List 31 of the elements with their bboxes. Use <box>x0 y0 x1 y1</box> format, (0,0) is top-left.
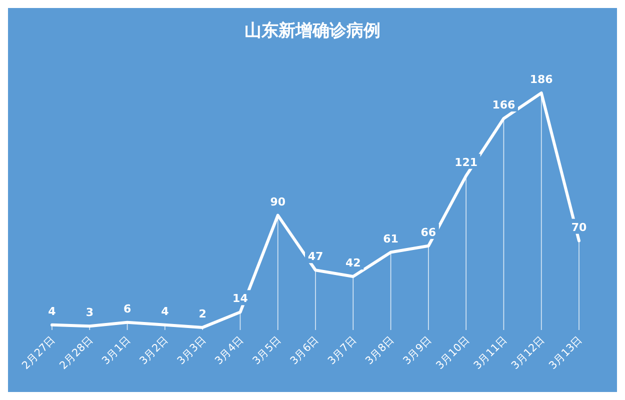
x-tick-label: 3月9日 <box>401 334 435 368</box>
x-tick-label: 2月27日 <box>20 334 58 372</box>
x-tick-label: 3月1日 <box>100 334 134 368</box>
data-label: 4 <box>48 304 56 318</box>
data-label: 186 <box>530 73 554 86</box>
data-label: 90 <box>270 195 286 208</box>
x-tick-label: 3月12日 <box>509 334 548 372</box>
x-tick-label: 3月10日 <box>434 334 472 372</box>
data-label: 6 <box>123 302 132 316</box>
x-tick-label: 3月4日 <box>212 334 246 368</box>
data-label: 166 <box>492 98 516 112</box>
x-tick-label: 3月11日 <box>472 334 510 372</box>
x-tick-label: 3月8日 <box>363 334 397 368</box>
data-label: 4 <box>161 304 170 318</box>
data-label: 66 <box>420 226 436 239</box>
x-tick-label: 3月5日 <box>250 334 284 368</box>
data-label: 2 <box>198 307 206 320</box>
x-tick-label: 3月7日 <box>326 334 360 368</box>
data-label: 42 <box>345 256 361 270</box>
chart-title: 山东新增确诊病例 <box>244 21 380 41</box>
data-label: 121 <box>454 156 478 169</box>
data-label: 47 <box>308 250 324 264</box>
data-label: 61 <box>383 232 398 246</box>
data-label: 3 <box>86 306 94 320</box>
data-label: 14 <box>232 292 248 306</box>
x-tick-label: 3月3日 <box>175 334 209 368</box>
x-tick-label: 2月28日 <box>58 334 96 372</box>
x-tick-label: 3月13日 <box>546 334 586 372</box>
x-tick-label: 3月2日 <box>138 334 172 368</box>
data-label: 70 <box>571 220 587 234</box>
x-tick-label: 3月6日 <box>288 334 322 368</box>
